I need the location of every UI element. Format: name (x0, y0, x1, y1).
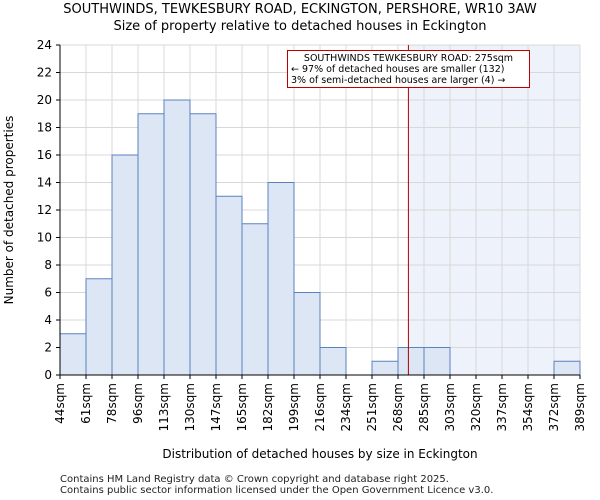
y-tick-label: 22 (37, 66, 52, 80)
x-tick-label: 268sqm (391, 383, 405, 431)
bar (85, 278, 113, 376)
x-tick-label: 285sqm (417, 383, 431, 431)
bar (267, 182, 295, 376)
bar (111, 154, 139, 376)
x-tick-label: 44sqm (53, 383, 67, 424)
bar (553, 360, 581, 376)
x-tick-label: 61sqm (79, 383, 93, 424)
bar (423, 347, 451, 376)
x-tick-label: 234sqm (339, 383, 353, 431)
x-tick-label: 78sqm (105, 383, 119, 424)
chart-title: SOUTHWINDS, TEWKESBURY ROAD, ECKINGTON, … (63, 2, 537, 17)
footer-line-1: Contains HM Land Registry data © Crown c… (60, 474, 449, 485)
y-tick-label: 18 (37, 121, 52, 135)
x-tick-label: 96sqm (131, 383, 145, 424)
x-tick-label: 251sqm (365, 383, 379, 431)
y-tick-label: 2 (44, 341, 52, 355)
y-tick-label: 6 (44, 286, 52, 300)
x-tick-label: 389sqm (573, 383, 587, 431)
y-tick-label: 8 (44, 258, 52, 272)
y-axis-label: Number of detached properties (2, 116, 16, 305)
chart-subtitle: Size of property relative to detached ho… (113, 19, 487, 34)
y-tick-label: 10 (37, 231, 52, 245)
x-axis-label: Distribution of detached houses by size … (162, 447, 477, 461)
x-tick-label: 216sqm (313, 383, 327, 431)
bar (319, 347, 347, 376)
annotation-line-2: ← 97% of detached houses are smaller (13… (291, 64, 505, 75)
y-tick-label: 24 (37, 38, 52, 52)
bar (215, 195, 243, 376)
bar (371, 360, 399, 376)
x-tick-label: 303sqm (443, 383, 457, 431)
x-tick-label: 182sqm (261, 383, 275, 431)
x-tick-label: 320sqm (469, 383, 483, 431)
y-tick-label: 12 (37, 203, 52, 217)
bar (397, 347, 425, 376)
bar (241, 223, 269, 376)
y-tick-label: 0 (44, 368, 52, 382)
bar (189, 113, 217, 376)
y-tick-label: 4 (44, 313, 52, 327)
x-tick-label: 337sqm (495, 383, 509, 431)
x-tick-label: 372sqm (547, 383, 561, 431)
x-tick-label: 130sqm (183, 383, 197, 431)
footer-line-2: Contains public sector information licen… (60, 485, 494, 496)
bar (163, 99, 191, 376)
x-tick-label: 147sqm (209, 383, 223, 431)
x-tick-label: 165sqm (235, 383, 249, 431)
x-tick-label: 199sqm (287, 383, 301, 431)
bar (137, 113, 165, 376)
y-tick-label: 14 (37, 176, 52, 190)
x-tick-label: 354sqm (521, 383, 535, 431)
y-tick-label: 16 (37, 148, 52, 162)
annotation-line-3: 3% of semi-detached houses are larger (4… (291, 75, 506, 86)
y-tick-label: 20 (37, 93, 52, 107)
x-tick-label: 113sqm (157, 383, 171, 431)
bar (293, 292, 321, 376)
bar (59, 333, 87, 376)
annotation-box: SOUTHWINDS TEWKESBURY ROAD: 275sqm ← 97%… (287, 50, 530, 88)
annotation-line-1: SOUTHWINDS TEWKESBURY ROAD: 275sqm (303, 53, 514, 64)
